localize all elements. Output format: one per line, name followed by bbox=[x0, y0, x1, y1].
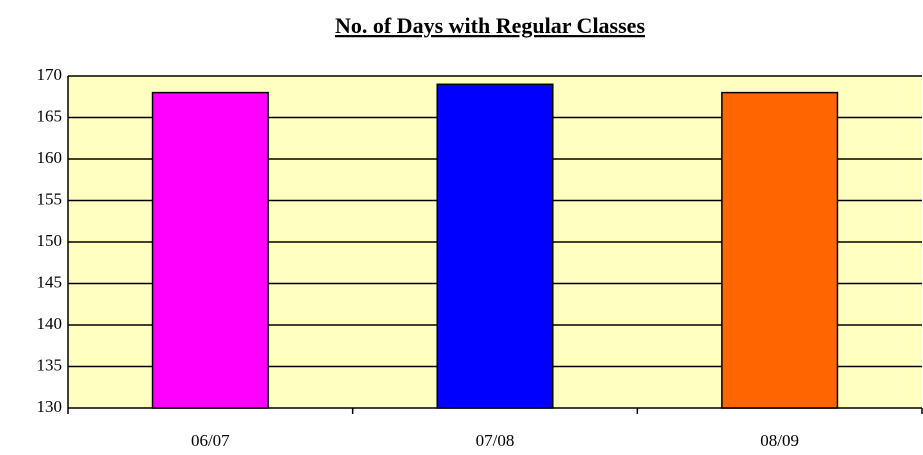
y-tick-label: 155 bbox=[37, 189, 63, 208]
y-tick-label: 165 bbox=[37, 106, 63, 125]
x-tick-label: 08/09 bbox=[760, 431, 799, 450]
chart-title: No. of Days with Regular Classes bbox=[335, 13, 645, 38]
y-tick-label: 130 bbox=[37, 397, 63, 416]
bar bbox=[151, 91, 269, 409]
y-tick-label: 170 bbox=[37, 65, 63, 84]
y-tick-label: 135 bbox=[37, 355, 63, 374]
bar bbox=[436, 83, 554, 409]
y-tick-label: 145 bbox=[37, 272, 63, 291]
x-tick-label: 06/07 bbox=[191, 431, 230, 450]
y-tick-label: 140 bbox=[37, 314, 63, 333]
y-tick-label: 160 bbox=[37, 148, 63, 167]
x-tick-label: 07/08 bbox=[476, 431, 515, 450]
y-tick-label: 150 bbox=[37, 231, 63, 250]
bar bbox=[721, 91, 839, 409]
